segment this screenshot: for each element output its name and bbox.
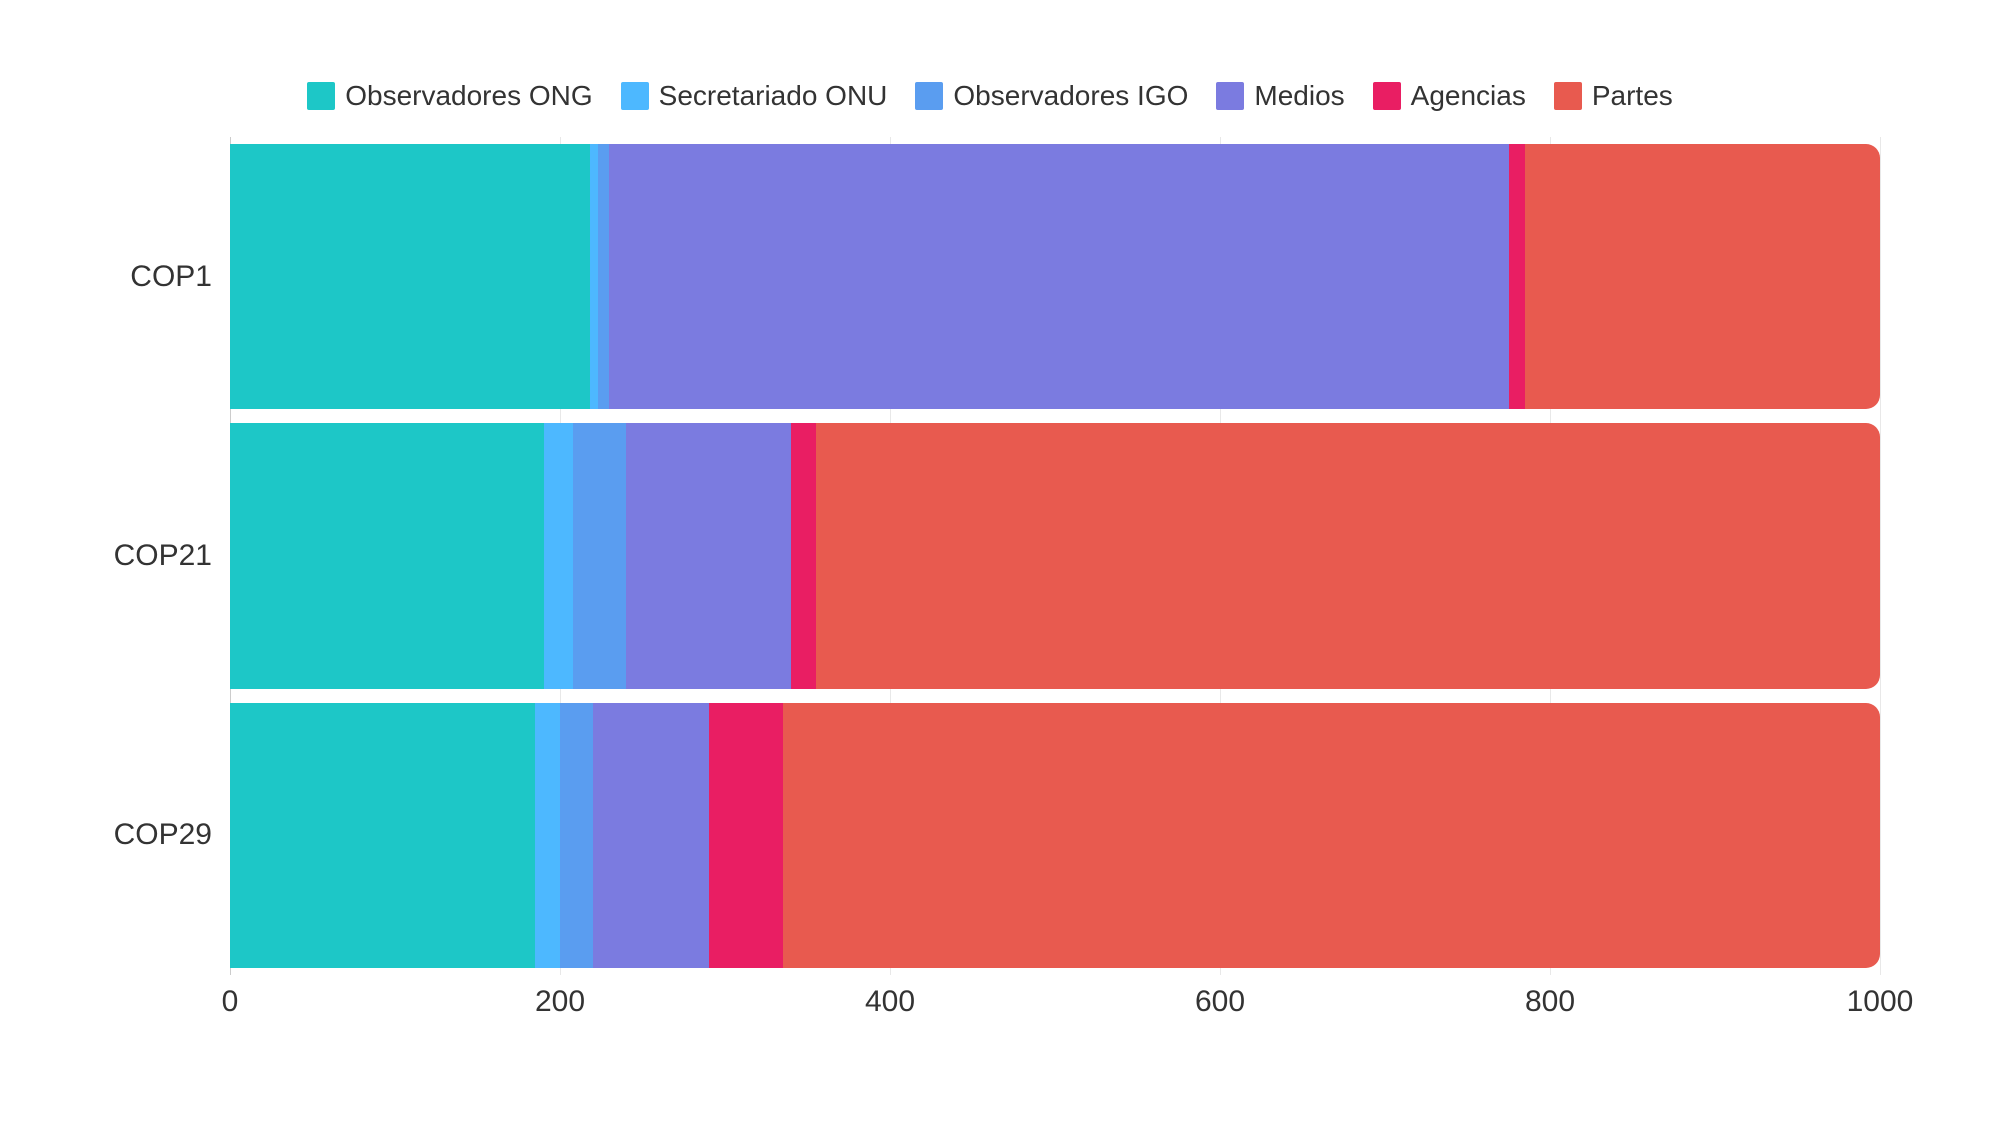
y-label-cop21: COP21 [100, 416, 230, 695]
segment-cop1-medios [609, 144, 1508, 409]
legend-swatch-ong [307, 82, 335, 110]
segment-cop29-medios [593, 703, 709, 968]
legend-swatch-agencias [1373, 82, 1401, 110]
legend-item-partes: Partes [1554, 80, 1673, 112]
legend-item-medios: Medios [1216, 80, 1344, 112]
legend-item-agencias: Agencias [1373, 80, 1526, 112]
segment-cop29-ong [230, 703, 535, 968]
legend-swatch-partes [1554, 82, 1582, 110]
bar-row-cop21 [230, 416, 1880, 695]
gridline-1000 [1880, 137, 1881, 975]
segment-cop21-onu [544, 423, 574, 688]
segment-cop1-igo [598, 144, 610, 409]
segment-cop21-agencias [791, 423, 816, 688]
legend-swatch-onu [621, 82, 649, 110]
bar-row-cop29 [230, 696, 1880, 975]
segment-cop29-onu [535, 703, 560, 968]
y-label-cop29: COP29 [100, 696, 230, 975]
segment-cop21-medios [626, 423, 791, 688]
segment-cop29-partes [783, 703, 1880, 968]
legend-swatch-igo [915, 82, 943, 110]
y-axis-labels: COP1COP21COP29 [100, 137, 230, 975]
segment-cop21-ong [230, 423, 544, 688]
y-label-cop1: COP1 [100, 137, 230, 416]
chart-plot: COP1COP21COP29 [100, 137, 1880, 975]
chart-area: COP1COP21COP29 02004006008001000 [100, 137, 1880, 1025]
bar-row-cop1 [230, 137, 1880, 416]
legend-item-onu: Secretariado ONU [621, 80, 888, 112]
bar-cop21 [230, 423, 1880, 688]
legend-label-ong: Observadores ONG [345, 80, 592, 112]
bar-cop1 [230, 144, 1880, 409]
x-axis: 02004006008001000 [230, 975, 1880, 1025]
segment-cop29-igo [560, 703, 593, 968]
legend-item-ong: Observadores ONG [307, 80, 592, 112]
legend-label-onu: Secretariado ONU [659, 80, 888, 112]
bar-cop29 [230, 703, 1880, 968]
legend-label-medios: Medios [1254, 80, 1344, 112]
x-tick-600: 600 [1195, 985, 1245, 1019]
segment-cop1-ong [230, 144, 590, 409]
legend-label-partes: Partes [1592, 80, 1673, 112]
chart-legend: Observadores ONG Secretariado ONU Observad… [100, 80, 1880, 112]
legend-item-igo: Observadores IGO [915, 80, 1188, 112]
segment-cop21-partes [816, 423, 1880, 688]
x-tick-200: 200 [535, 985, 585, 1019]
x-tick-0: 0 [222, 985, 239, 1019]
segment-cop29-agencias [709, 703, 783, 968]
x-tick-1000: 1000 [1847, 985, 1914, 1019]
x-tick-400: 400 [865, 985, 915, 1019]
segment-cop1-agencias [1509, 144, 1526, 409]
legend-label-igo: Observadores IGO [953, 80, 1188, 112]
segment-cop1-onu [590, 144, 598, 409]
x-tick-800: 800 [1525, 985, 1575, 1019]
bars [230, 137, 1880, 975]
segment-cop1-partes [1525, 144, 1880, 409]
segment-cop21-igo [573, 423, 626, 688]
legend-swatch-medios [1216, 82, 1244, 110]
legend-label-agencias: Agencias [1411, 80, 1526, 112]
bars-container [230, 137, 1880, 975]
